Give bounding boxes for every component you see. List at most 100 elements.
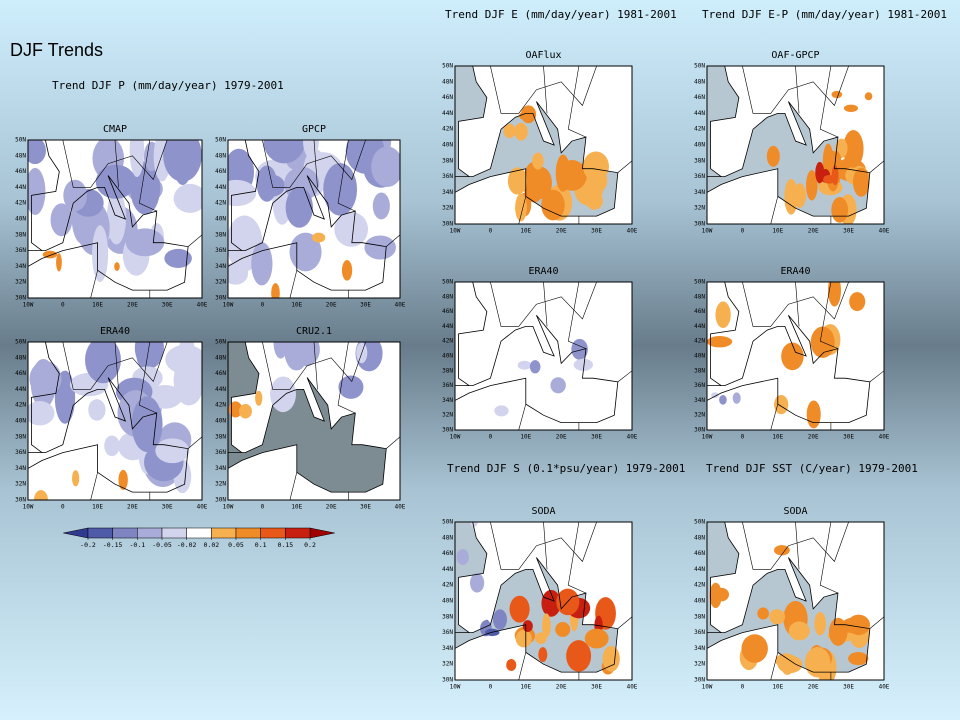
lat-tick-label: 38N bbox=[15, 231, 26, 238]
trend-area bbox=[815, 161, 825, 184]
trend-area bbox=[28, 140, 46, 165]
lon-tick-label: 10W bbox=[450, 684, 461, 691]
trend-area bbox=[741, 634, 768, 663]
trend-area bbox=[784, 178, 798, 215]
lat-tick-label: 40N bbox=[215, 418, 226, 425]
lat-tick-label: 44N bbox=[15, 386, 26, 393]
lon-tick-label: 30E bbox=[162, 504, 173, 511]
trend-area bbox=[228, 262, 249, 285]
lat-tick-label: 46N bbox=[694, 308, 705, 315]
trend-area bbox=[228, 179, 257, 207]
border bbox=[62, 342, 168, 390]
lon-tick-label: 10E bbox=[520, 684, 531, 691]
border bbox=[139, 342, 157, 414]
lat-tick-label: 48N bbox=[694, 293, 705, 300]
trend-area bbox=[541, 589, 561, 617]
trend-area bbox=[573, 358, 594, 371]
border bbox=[337, 140, 356, 212]
trend-area bbox=[814, 612, 826, 636]
lat-tick-label: 48N bbox=[442, 293, 453, 300]
trend-area bbox=[507, 167, 528, 195]
lat-tick-label: 48N bbox=[694, 534, 705, 541]
lon-tick-label: 10E bbox=[772, 228, 783, 235]
lat-tick-label: 32N bbox=[442, 661, 453, 668]
trend-area bbox=[822, 175, 836, 184]
lat-tick-label: 42N bbox=[694, 126, 705, 133]
trend-area bbox=[849, 292, 866, 312]
trend-area bbox=[289, 232, 322, 272]
lon-tick-label: 20E bbox=[556, 228, 567, 235]
border bbox=[490, 282, 597, 327]
lon-tick-label: 30E bbox=[843, 684, 854, 691]
lat-tick-label: 30N bbox=[442, 677, 453, 684]
trend-area bbox=[848, 652, 869, 666]
map-border bbox=[454, 281, 633, 431]
lat-tick-label: 42N bbox=[442, 582, 453, 589]
trend-area bbox=[714, 587, 730, 602]
border bbox=[742, 522, 849, 570]
trend-area bbox=[584, 628, 609, 649]
trend-area bbox=[503, 123, 516, 139]
trend-area bbox=[263, 140, 305, 164]
lat-tick-label: 30N bbox=[215, 295, 226, 302]
lat-tick-label: 50N bbox=[215, 339, 226, 346]
colorbar-swatch bbox=[137, 527, 163, 539]
border bbox=[617, 616, 632, 629]
map-border bbox=[706, 281, 885, 431]
lat-tick-label: 44N bbox=[15, 184, 26, 191]
trend-area bbox=[114, 262, 120, 271]
map bbox=[455, 282, 632, 430]
border bbox=[567, 282, 587, 349]
lon-tick-label: 10E bbox=[291, 302, 302, 309]
trend-area bbox=[228, 401, 243, 418]
trend-area bbox=[85, 342, 121, 384]
colorbar-label: -0.05 bbox=[152, 541, 172, 549]
group-title: Trend DJF P (mm/day/year) 1979-2001 bbox=[52, 79, 284, 92]
trend-area bbox=[806, 400, 821, 429]
trend-area bbox=[338, 375, 364, 399]
lat-tick-label: 34N bbox=[15, 263, 26, 270]
trend-area bbox=[864, 92, 873, 101]
lat-tick-label: 38N bbox=[15, 433, 26, 440]
lon-tick-label: 10W bbox=[450, 228, 461, 235]
lat-tick-label: 48N bbox=[15, 152, 26, 159]
lon-tick-label: 20E bbox=[808, 228, 819, 235]
trend-area bbox=[534, 632, 547, 644]
lat-tick-label: 36N bbox=[442, 382, 453, 389]
lon-tick-label: 40E bbox=[395, 302, 406, 309]
colorbar-label: -0.2 bbox=[80, 541, 96, 549]
lat-tick-label: 32N bbox=[15, 481, 26, 488]
lon-tick-label: 10E bbox=[291, 504, 302, 511]
lon-tick-label: 0 bbox=[489, 684, 493, 691]
border bbox=[567, 522, 587, 594]
trend-area bbox=[29, 361, 62, 397]
lat-tick-label: 32N bbox=[15, 279, 26, 286]
sea bbox=[455, 66, 487, 224]
lon-tick-label: 20E bbox=[556, 684, 567, 691]
trend-area bbox=[129, 140, 145, 177]
border bbox=[869, 616, 884, 629]
panel-title: ERA40 bbox=[780, 266, 810, 277]
lon-tick-label: 0 bbox=[261, 302, 265, 309]
lat-tick-label: 42N bbox=[215, 402, 226, 409]
border bbox=[869, 160, 884, 173]
trend-area bbox=[852, 167, 870, 197]
trend-area bbox=[550, 377, 566, 394]
border bbox=[819, 66, 839, 138]
trend-area bbox=[514, 122, 528, 141]
panel-title: OAFlux bbox=[525, 50, 561, 61]
coastline bbox=[707, 282, 740, 386]
lat-tick-label: 44N bbox=[215, 386, 226, 393]
lat-tick-label: 50N bbox=[15, 137, 26, 144]
trend-area bbox=[541, 189, 565, 221]
lon-tick-label: 30E bbox=[162, 302, 173, 309]
colorbar-swatch bbox=[161, 527, 187, 539]
trend-area bbox=[515, 193, 527, 222]
group-title: Trend DJF SST (C/year) 1979-2001 bbox=[706, 462, 918, 475]
colorbar-label: 0.1 bbox=[255, 541, 267, 549]
group-title: Trend DJF E (mm/day/year) 1981-2001 bbox=[445, 8, 677, 21]
lat-tick-label: 50N bbox=[694, 279, 705, 286]
trend-area bbox=[542, 613, 551, 638]
lon-tick-label: 30E bbox=[591, 684, 602, 691]
coastline bbox=[707, 522, 740, 633]
